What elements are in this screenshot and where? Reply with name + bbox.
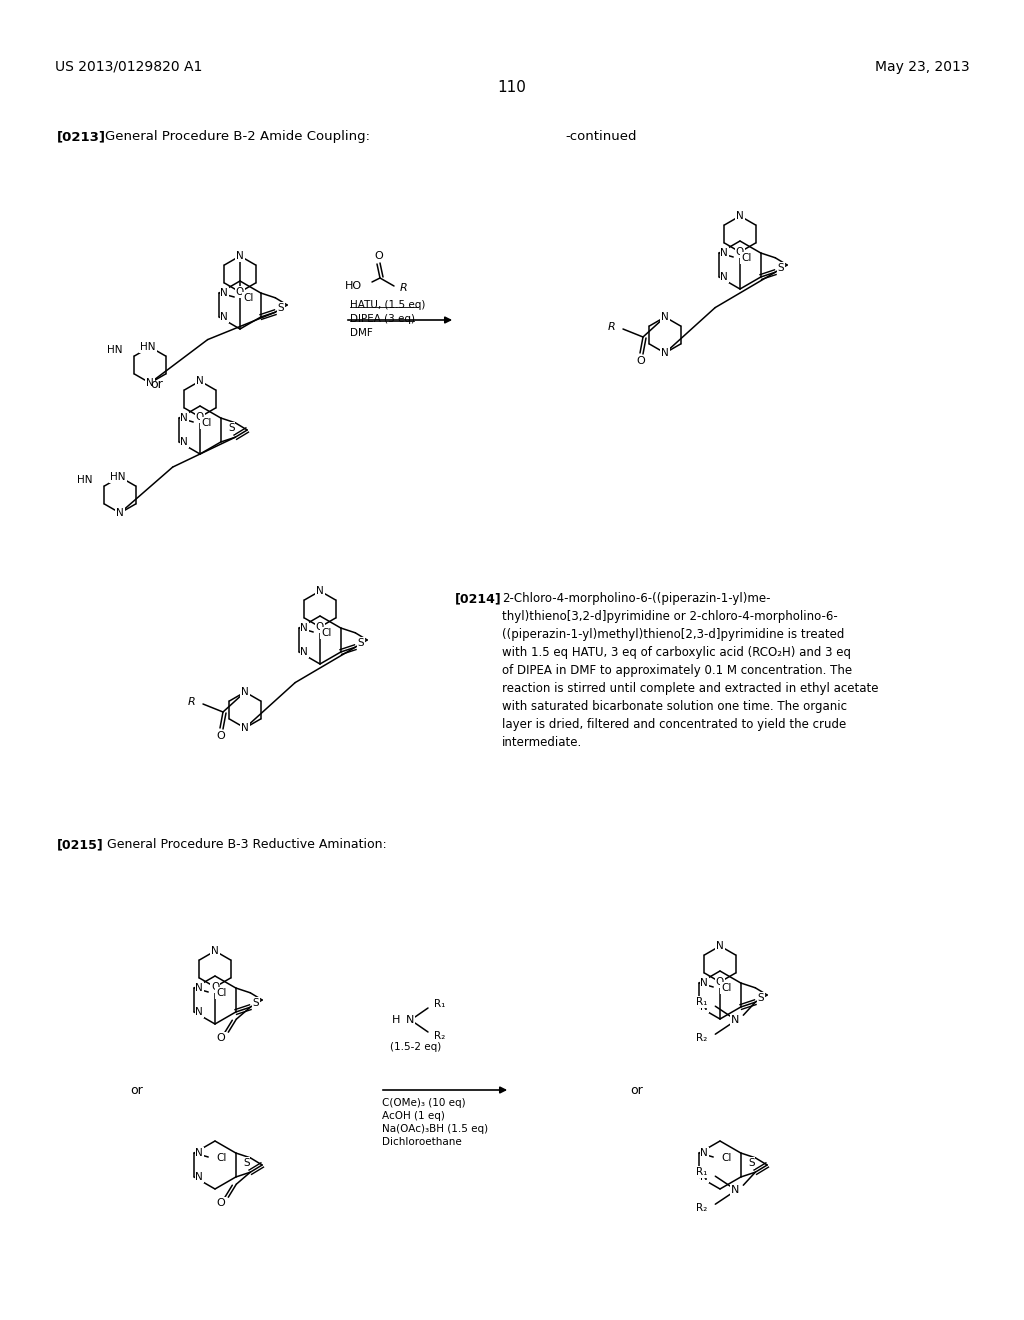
Text: H: H	[391, 1015, 400, 1026]
Text: N: N	[300, 623, 308, 634]
Text: N: N	[720, 272, 728, 282]
Text: HN: HN	[111, 473, 126, 482]
Text: R₁: R₁	[696, 1167, 708, 1177]
Text: O: O	[315, 622, 325, 632]
Text: R₂: R₂	[434, 1031, 445, 1041]
Text: -continued: -continued	[565, 129, 637, 143]
Text: R₂: R₂	[696, 1204, 708, 1213]
Text: N: N	[720, 248, 728, 257]
Text: N: N	[700, 1148, 708, 1158]
Text: Cl: Cl	[721, 983, 731, 993]
Text: [0215]: [0215]	[57, 838, 103, 851]
Text: N: N	[700, 1002, 708, 1012]
Text: HN: HN	[140, 342, 156, 352]
Text: O: O	[196, 412, 204, 422]
Text: N: N	[241, 723, 249, 733]
Text: N: N	[316, 586, 324, 597]
Text: or: or	[130, 1084, 142, 1097]
Text: Dichloroethane: Dichloroethane	[382, 1137, 462, 1147]
Text: or: or	[150, 379, 163, 392]
Text: N: N	[196, 1172, 203, 1181]
Text: N: N	[146, 378, 154, 388]
Text: O: O	[716, 977, 724, 987]
Text: S: S	[228, 422, 234, 433]
Text: 110: 110	[498, 81, 526, 95]
Text: R: R	[607, 322, 615, 333]
Text: N: N	[196, 1148, 203, 1158]
Text: S: S	[758, 993, 765, 1003]
Text: O: O	[375, 251, 383, 261]
Text: Cl: Cl	[244, 293, 254, 304]
Text: N: N	[731, 1015, 739, 1026]
Text: or: or	[630, 1084, 643, 1097]
Text: O: O	[236, 286, 244, 297]
Text: O: O	[216, 1034, 224, 1043]
Text: N: N	[241, 686, 249, 697]
Text: N: N	[237, 251, 244, 261]
Text: O: O	[217, 731, 225, 741]
Text: Na(OAc)₃BH (1.5 eq): Na(OAc)₃BH (1.5 eq)	[382, 1125, 488, 1134]
Text: N: N	[662, 348, 669, 358]
Text: N: N	[220, 288, 228, 298]
Text: N: N	[716, 941, 724, 950]
Text: S: S	[357, 638, 365, 648]
Text: 2-Chloro-4-morpholino-6-((piperazin-1-yl)me-
thyl)thieno[3,2-d]pyrimidine or 2-c: 2-Chloro-4-morpholino-6-((piperazin-1-yl…	[502, 591, 879, 748]
Text: R₂: R₂	[696, 1034, 708, 1043]
Text: S: S	[748, 1158, 755, 1168]
Text: N: N	[406, 1015, 414, 1026]
Text: S: S	[278, 304, 285, 313]
Text: US 2013/0129820 A1: US 2013/0129820 A1	[55, 59, 203, 74]
Text: N: N	[211, 946, 219, 956]
Text: [0213]: [0213]	[57, 129, 106, 143]
Text: R: R	[187, 697, 195, 708]
Text: N: N	[662, 312, 669, 322]
Text: S: S	[253, 998, 259, 1008]
Text: O: O	[216, 1199, 224, 1208]
Text: (1.5-2 eq): (1.5-2 eq)	[390, 1041, 441, 1052]
Text: May 23, 2013: May 23, 2013	[876, 59, 970, 74]
Text: AcOH (1 eq): AcOH (1 eq)	[382, 1111, 444, 1121]
Text: O: O	[736, 247, 744, 257]
Text: HO: HO	[345, 281, 362, 290]
Text: Cl: Cl	[216, 1152, 226, 1163]
Text: N: N	[700, 1172, 708, 1181]
Text: N: N	[220, 312, 228, 322]
Text: N: N	[300, 647, 308, 657]
Text: HN: HN	[106, 345, 122, 355]
Text: Cl: Cl	[721, 1152, 731, 1163]
Text: N: N	[197, 376, 204, 385]
Text: Cl: Cl	[201, 418, 212, 428]
Text: R₁: R₁	[434, 999, 445, 1008]
Text: Cl: Cl	[322, 628, 332, 638]
Text: N: N	[196, 1007, 203, 1016]
Text: R₁: R₁	[696, 997, 708, 1007]
Text: S: S	[778, 263, 784, 273]
Text: N: N	[180, 413, 188, 422]
Text: O: O	[637, 356, 645, 366]
Text: HATU, (1.5 eq): HATU, (1.5 eq)	[350, 300, 425, 310]
Text: N: N	[196, 983, 203, 993]
Text: R: R	[400, 282, 408, 293]
Text: C(OMe)₃ (10 eq): C(OMe)₃ (10 eq)	[382, 1098, 466, 1107]
Text: [0214]: [0214]	[455, 591, 502, 605]
Text: S: S	[243, 1158, 250, 1168]
Text: N: N	[180, 437, 188, 447]
Text: General Procedure B-3 Reductive Amination:: General Procedure B-3 Reductive Aminatio…	[106, 838, 387, 851]
Text: DIPEA (3 eq): DIPEA (3 eq)	[350, 314, 415, 323]
Text: HN: HN	[77, 475, 92, 484]
Text: N: N	[736, 211, 743, 220]
Text: DMF: DMF	[350, 327, 373, 338]
Text: O: O	[211, 982, 219, 993]
Text: N: N	[731, 1185, 739, 1195]
Text: Cl: Cl	[741, 253, 752, 263]
Text: N: N	[116, 508, 124, 517]
Text: N: N	[700, 978, 708, 987]
Text: General Procedure B-2 Amide Coupling:: General Procedure B-2 Amide Coupling:	[105, 129, 370, 143]
Text: Cl: Cl	[216, 987, 226, 998]
